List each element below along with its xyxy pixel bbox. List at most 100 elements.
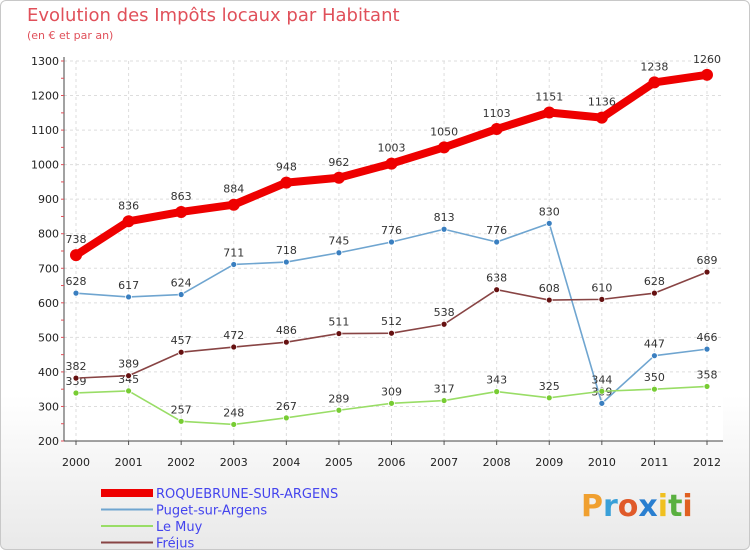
data-point: [122, 215, 135, 228]
data-label: 248: [223, 406, 244, 419]
data-label: 628: [66, 275, 87, 288]
data-label: 962: [328, 156, 349, 169]
data-label: 538: [434, 306, 455, 319]
data-label: 948: [276, 161, 297, 174]
data-point: [493, 286, 501, 294]
data-point: [438, 141, 451, 154]
y-tick-label: 500: [38, 331, 59, 344]
data-point: [440, 225, 448, 233]
data-label: 884: [223, 183, 244, 196]
x-tick-label: 2009: [535, 456, 563, 469]
y-tick-label: 1200: [31, 90, 59, 103]
data-point: [125, 387, 132, 395]
data-point: [651, 289, 658, 297]
data-point: [545, 219, 553, 227]
chart-subtitle: (en € et par an): [27, 29, 114, 42]
data-point: [598, 295, 606, 303]
data-point: [703, 345, 711, 353]
data-point: [493, 388, 501, 396]
data-label: 257: [171, 403, 192, 416]
y-tick-label: 1000: [31, 159, 59, 172]
logo-letter: P: [581, 489, 603, 524]
data-point: [230, 261, 238, 268]
data-point: [493, 238, 501, 246]
data-point: [177, 417, 185, 425]
plot-area: [64, 61, 723, 441]
data-label: 447: [644, 338, 665, 351]
data-point: [175, 205, 188, 218]
logo-letter: i: [682, 489, 693, 524]
data-point: [595, 111, 608, 124]
data-label: 1260: [693, 53, 721, 66]
data-point: [335, 406, 343, 414]
y-tick-label: 800: [38, 228, 59, 241]
data-point: [388, 238, 395, 246]
data-label: 1050: [430, 125, 458, 138]
data-label: 776: [486, 224, 507, 237]
data-label: 776: [381, 224, 402, 237]
data-label: 738: [66, 233, 87, 246]
x-tick-label: 2000: [62, 456, 90, 469]
data-point: [280, 176, 293, 189]
x-tick-label: 2003: [220, 456, 248, 469]
x-tick-label: 2012: [693, 456, 721, 469]
legend-label: Fréjus: [156, 537, 194, 550]
data-point: [177, 291, 185, 298]
data-label: 1238: [640, 60, 668, 73]
data-point: [490, 123, 503, 136]
logo-letter: o: [617, 489, 639, 524]
x-tick-label: 2001: [115, 456, 143, 469]
data-point: [703, 268, 711, 276]
y-tick-label: 900: [38, 193, 59, 206]
data-point: [651, 385, 658, 393]
data-point: [72, 374, 80, 382]
data-label: 512: [381, 315, 402, 328]
data-label: 511: [328, 316, 349, 329]
legend-label: Puget-sur-Argens: [156, 504, 267, 519]
data-label: 466: [697, 331, 718, 344]
data-label: 745: [328, 235, 349, 248]
data-point: [598, 399, 606, 407]
data-label: 813: [434, 211, 455, 224]
data-point: [545, 296, 553, 304]
data-label: 638: [486, 272, 507, 285]
data-point: [230, 343, 238, 351]
x-tick-label: 2005: [325, 456, 353, 469]
data-point: [230, 421, 238, 428]
data-point: [335, 330, 343, 337]
data-label: 617: [118, 279, 139, 292]
data-label: 350: [644, 371, 665, 384]
data-label: 358: [697, 368, 718, 381]
y-tick-label: 200: [38, 435, 59, 448]
data-point: [72, 389, 80, 397]
data-point: [701, 68, 713, 81]
y-tick-label: 1100: [31, 124, 59, 137]
x-tick-label: 2010: [588, 456, 616, 469]
data-label: 689: [697, 254, 718, 267]
data-point: [388, 329, 395, 337]
x-tick-label: 2002: [167, 456, 195, 469]
data-label: 718: [276, 244, 297, 257]
data-point: [651, 352, 658, 360]
chart-title: Evolution des Impôts locaux par Habitant: [27, 5, 400, 26]
data-label: 317: [434, 383, 455, 396]
y-tick-label: 700: [38, 262, 59, 275]
data-point: [332, 171, 345, 184]
data-label: 624: [171, 277, 192, 290]
logo-letter: i: [657, 489, 669, 524]
data-point: [282, 338, 290, 346]
x-tick-label: 2011: [640, 456, 668, 469]
data-label: 1103: [483, 107, 511, 120]
data-point: [545, 394, 553, 402]
data-point: [385, 157, 398, 170]
data-point: [598, 387, 606, 395]
data-label: 610: [591, 281, 612, 294]
data-point: [440, 320, 448, 328]
data-point: [648, 76, 661, 89]
data-label: 1003: [378, 142, 406, 155]
data-point: [282, 258, 290, 266]
x-tick-label: 2007: [430, 456, 458, 469]
y-tick-label: 1300: [31, 55, 59, 68]
logo-letter: r: [603, 489, 618, 524]
